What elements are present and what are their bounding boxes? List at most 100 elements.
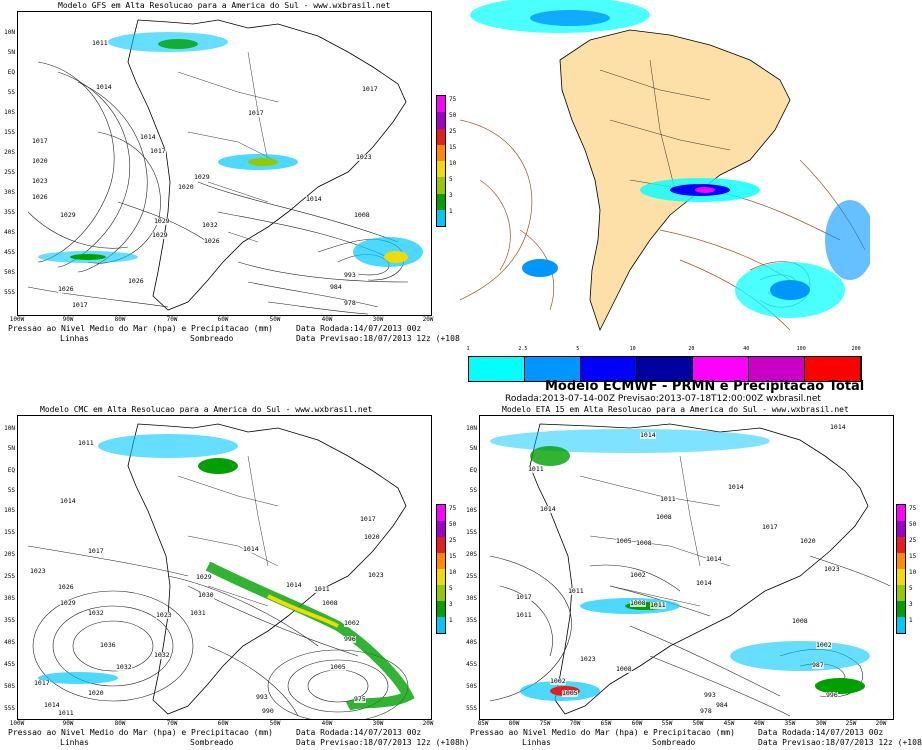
precip-cyclone-core [384, 251, 408, 263]
isobar-label: 1014 [60, 497, 76, 505]
isobar-label: 975 [354, 695, 366, 703]
lat-label: 55S [4, 289, 15, 296]
colorbar-swatch [437, 96, 445, 113]
cmc-country-borders [177, 455, 279, 607]
colorbar-tick: 5 [449, 585, 453, 592]
cmc-map-drawing [27, 423, 415, 719]
isobar-label: 1014 [286, 581, 302, 589]
isobar-label: 1017 [516, 593, 532, 601]
colorbar-tick: 10 [449, 160, 457, 167]
isobar-label: 1011 [92, 39, 108, 47]
lat-label: EQ [469, 467, 477, 474]
isobar-label: 1032 [154, 651, 170, 659]
isobar-label: 1002 [630, 571, 646, 579]
isobar-label: 1029 [196, 573, 212, 581]
isobar-label: 1005 [330, 663, 346, 671]
gfs-lon-axis: 100W 90W 80W 70W 60W 50W 40W 30W 20W [10, 11, 434, 323]
isobar-label: 1032 [116, 663, 132, 671]
lat-label: 50S [4, 683, 15, 690]
isobar-label: 1026 [204, 237, 220, 245]
lat-label: 5S [7, 487, 15, 494]
isobar-label: 1014 [728, 483, 744, 491]
isobar-label: 1008 [636, 539, 652, 547]
isobar-label: 1011 [516, 611, 532, 619]
isobar-label: 1029 [60, 599, 76, 607]
isobar-label: 1011 [58, 709, 74, 717]
lon-label: 75W [539, 720, 551, 727]
isobar-label: 993 [344, 271, 356, 279]
ecmwf-map[interactable] [460, 0, 870, 345]
ecmwf-precip-front-max [695, 187, 715, 193]
colorbar-swatch [437, 585, 445, 601]
colorbar-tick: 15 [449, 553, 457, 560]
footer-shaded: Sombreado [190, 334, 234, 343]
footer-lines: Linhas [60, 334, 89, 343]
lon-label: 30W [815, 720, 827, 727]
lat-label: 30S [4, 595, 15, 602]
lat-label: EQ [7, 467, 15, 474]
lon-label: 80W [114, 316, 126, 323]
lon-label: 90W [62, 720, 74, 727]
isobar-label: 1008 [792, 617, 808, 625]
lat-label: 40S [4, 229, 15, 236]
isobar-label: 1026 [58, 583, 74, 591]
colorbar-tick: 10 [449, 569, 457, 576]
footer-run-date: Data Rodada:14/07/2013 00z [296, 324, 422, 333]
gfs-map[interactable]: 1011 1014 1017 1017 1017 1020 1023 1023 … [17, 11, 432, 316]
footer-shaded: Sombreado [652, 738, 696, 747]
lat-label: 10S [466, 507, 477, 514]
isobar-label: 1020 [364, 533, 380, 541]
eta-map[interactable]: 1014 1014 1011 1014 1011 1014 1008 1005 … [479, 415, 894, 720]
colorbar-swatch [897, 585, 905, 601]
lon-label: 55W [661, 720, 673, 727]
ecmwf-precip-pacific [522, 259, 558, 277]
cmc-panel: Modelo CMC em Alta Resolucao para a Amer… [0, 402, 469, 750]
isobar-label: 1014 [540, 505, 556, 513]
isobar-label: 1023 [156, 611, 172, 619]
colorbar-swatch [437, 505, 445, 521]
isobar-label: 984 [330, 283, 342, 291]
lat-label: 45S [466, 661, 477, 668]
precip-front-core [248, 158, 278, 166]
lon-label: 25W [845, 720, 857, 727]
colorbar-tick: 25 [449, 537, 457, 544]
eta-precip-itcz [490, 429, 770, 453]
ecmwf-country-borders [599, 59, 731, 191]
ecmwf-bar-tick: 200 [851, 346, 861, 352]
eta-panel: Modelo ETA 15 em Alta Resolucao para a A… [462, 402, 922, 750]
gfs-title: Modelo GFS em Alta Resolucao para a Amer… [58, 1, 391, 10]
cmc-map[interactable]: 1011 1014 1014 1017 1017 1020 1023 1026 … [17, 415, 432, 720]
isobar-label: 1014 [830, 423, 846, 431]
isobar-label: 1017 [32, 137, 48, 145]
ecmwf-colorbar-swatch [469, 357, 525, 381]
lat-label: 40S [4, 639, 15, 646]
lat-label: 55S [4, 705, 15, 712]
footer-lines: Linhas [60, 738, 89, 747]
isobar-label: 1023 [32, 177, 48, 185]
colorbar-swatch [897, 521, 905, 537]
gfs-panel: Modelo GFS em Alta Resolucao para a Amer… [0, 0, 469, 360]
eta-title: Modelo ETA 15 em Alta Resolucao para a A… [502, 405, 849, 414]
ecmwf-precip-atlantic [825, 200, 870, 280]
lat-label: 5N [7, 49, 15, 56]
ecmwf-precip-cyclone-core [770, 280, 810, 300]
ecmwf-bar-ticks: 1 2.5 5 10 20 40 100 200 [466, 346, 861, 354]
isobar-label: 1011 [78, 439, 94, 447]
footer-variables: Pressao ao Nivel Medio do Mar (hpa) e Pr… [8, 728, 273, 737]
isobar-label: 993 [704, 691, 716, 699]
cmc-lon-axis: 100W 90W 80W 70W 60W 50W 40W 30W 20W [10, 415, 434, 727]
isobar-label: 990 [262, 707, 274, 715]
colorbar-tick: 50 [449, 521, 457, 528]
colorbar-tick: 3 [909, 601, 913, 608]
eta-precip-itcz-core [530, 446, 570, 466]
isobar-label: 1014 [44, 701, 60, 709]
footer-forecast-date: Data Previsao:18/07/2013 12z (+108h) [296, 738, 470, 747]
colorbar-tick: 10 [909, 569, 917, 576]
isobar-label: 1017 [72, 301, 88, 309]
ecmwf-colorbar-swatch [749, 357, 805, 381]
lon-label: 60W [217, 720, 229, 727]
isobar-label: 1002 [816, 641, 832, 649]
footer-variables: Pressao ao Nivel Medio do Mar (hpa) e Pr… [8, 324, 273, 333]
footer-forecast-date: Data Previsao:18/07/2013 12z (+108h) [758, 738, 922, 747]
eta-map-drawing [489, 423, 891, 717]
